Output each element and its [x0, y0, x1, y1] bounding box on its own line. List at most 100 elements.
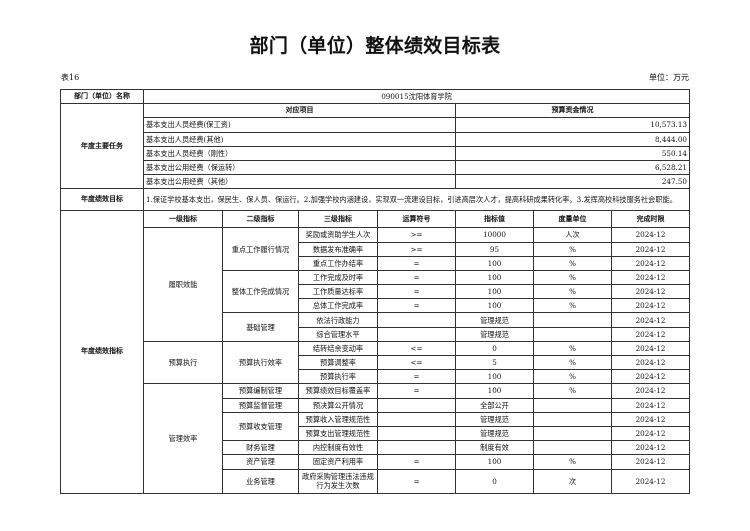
level2-indicator: 预算执行效率	[222, 340, 299, 385]
indicator-row: 预算调整率 <= 5% 2024-12	[61, 354, 690, 371]
measure-unit: %	[533, 454, 612, 470]
operator	[377, 425, 456, 442]
level2-indicator: 重点工作履行情况	[222, 227, 299, 271]
deadline: 2024-12	[611, 284, 690, 300]
task-item: 基本支出人员经费(其他)	[143, 131, 456, 147]
level1-indicator: 预算执行	[143, 340, 223, 385]
dept-row: 部门（单位）名称 090015沈阳体育学院	[60, 88, 690, 105]
deadline: 2024-12	[611, 440, 690, 456]
level1-indicator: 履职效能	[143, 227, 223, 342]
indicator-column-header: 三级指标	[298, 210, 378, 229]
level3-indicator: 综合管理水平	[298, 326, 378, 342]
deadline: 2024-12	[611, 326, 690, 342]
task-row: 基本支出公用经费（其他） 247.50	[61, 174, 690, 190]
operator: =	[377, 468, 456, 494]
indicator-value: 100	[455, 269, 534, 286]
task-amount: 247.50	[455, 174, 690, 190]
operator	[377, 326, 456, 342]
task-row: 基本支出人员经费（刚性） 550.14	[61, 145, 690, 161]
indicator-column-header: 度量单位	[533, 210, 612, 229]
indicator-value: 管理规范	[455, 425, 534, 442]
level3-indicator: 预算调整率	[298, 354, 378, 371]
indicator-value: 管理规范	[455, 326, 534, 342]
measure-unit	[533, 411, 612, 427]
task-row: 基本支出人员经费(保工资) 10,573.13	[61, 117, 690, 133]
level3-indicator: 数据发布准确率	[298, 241, 378, 257]
operator	[377, 312, 456, 328]
operator: <=	[377, 340, 456, 357]
task-item: 基本支出人员经费（刚性）	[143, 145, 456, 161]
task-row: 基本支出人员经费(其他) 8,444.00	[61, 131, 690, 147]
dept-name: 090015沈阳体育学院	[143, 88, 690, 105]
measure-unit: %	[533, 241, 612, 257]
task-item: 基本支出公用经费（其他）	[143, 174, 456, 190]
col-budget-header: 预算资金情况	[455, 103, 690, 119]
level3-indicator: 预决算公开情况	[298, 397, 378, 413]
operator: =	[377, 284, 456, 300]
measure-unit	[533, 312, 612, 328]
measure-unit: %	[533, 383, 612, 399]
level2-indicator: 财务管理	[222, 440, 299, 456]
table-number: 表16	[61, 73, 80, 82]
level3-indicator: 预算支出管理规范性	[298, 425, 378, 442]
operator: >=	[377, 227, 456, 243]
level3-indicator: 固定资产利用率	[298, 454, 378, 470]
task-item: 基本支出公用经费（保运转）	[143, 159, 456, 176]
operator: =	[377, 454, 456, 470]
deadline: 2024-12	[611, 397, 690, 413]
dept-label: 部门（单位）名称	[60, 88, 144, 105]
deadline: 2024-12	[611, 312, 690, 328]
col-item-header: 对应项目	[143, 103, 456, 119]
level2-indicator: 预算监督管理	[222, 397, 299, 413]
level2-indicator: 资产管理	[222, 454, 299, 470]
measure-unit	[533, 425, 612, 442]
indicator-value: 10000	[455, 227, 534, 243]
indicator-header-row: 年度绩效指标 一级指标 二级指标 三级指标 运算符号 指标值 度量单位 完成时限	[60, 210, 690, 494]
level3-indicator: 预算绩效目标覆盖率	[298, 383, 378, 399]
indicator-row: 工作质量达标率 = 100% 2024-12	[61, 284, 690, 300]
unit-label: 单位：万元	[649, 73, 689, 82]
indicator-column-header: 完成时限	[611, 210, 690, 229]
level3-indicator: 预算收入管理规范性	[298, 411, 378, 427]
level3-indicator: 工作完成及时率	[298, 269, 378, 286]
operator: <=	[377, 354, 456, 371]
indicator-value: 100	[455, 255, 534, 271]
operator	[377, 411, 456, 427]
goal-text: 1.保证学校基本支出，保民生、保人员、保运行。2.加强学校内涵建设，实现双一流建…	[143, 188, 690, 212]
goal-row: 年度绩效目标 1.保证学校基本支出，保民生、保人员、保运行。2.加强学校内涵建设，…	[60, 188, 690, 212]
operator	[377, 440, 456, 456]
measure-unit: %	[533, 369, 612, 385]
task-item: 基本支出人员经费(保工资)	[143, 117, 456, 133]
level3-indicator: 依法行政能力	[298, 312, 378, 328]
indicator-row: 总体工作完成率 = 100% 2024-12	[61, 298, 690, 314]
deadline: 2024-12	[611, 227, 690, 243]
level3-indicator: 内控制度有效性	[298, 440, 378, 456]
indicator-value: 100	[455, 454, 534, 470]
level2-indicator: 预算编制管理	[222, 383, 299, 399]
indicator-row: 数据发布准确率 >= 95% 2024-12	[61, 241, 690, 257]
indicator-row: 预算执行 预算执行效率 结转结余变动率 <= 0% 2024-12	[61, 340, 690, 385]
indicator-value: 全部公开	[455, 397, 534, 413]
indicator-row: 业务管理 政府采购管理违法违规行为发生次数 = 0 次 2024-12	[61, 468, 690, 494]
indicator-value: 管理规范	[455, 312, 534, 328]
task-amount: 6,528.21	[455, 159, 690, 176]
indicator-column-header: 运算符号	[377, 210, 456, 229]
measure-unit	[533, 326, 612, 342]
measure-unit: %	[533, 269, 612, 286]
operator: >=	[377, 241, 456, 257]
tasks-label: 年度主要任务	[60, 103, 144, 190]
task-row: 基本支出公用经费（保运转） 6,528.21	[61, 159, 690, 176]
deadline: 2024-12	[611, 468, 690, 494]
deadline: 2024-12	[611, 425, 690, 442]
indicator-column-header: 指标值	[455, 210, 534, 229]
indicator-row: 预算监督管理 预决算公开情况 全部公开 2024-12	[61, 397, 690, 413]
measure-unit: 次	[533, 468, 612, 494]
deadline: 2024-12	[611, 241, 690, 257]
deadline: 2024-12	[611, 269, 690, 286]
task-amount: 8,444.00	[455, 131, 690, 147]
indicator-value: 制度有效	[455, 440, 534, 456]
indicators-label: 年度绩效指标	[60, 210, 144, 494]
level3-indicator: 预算执行率	[298, 369, 378, 385]
indicator-value: 95	[455, 241, 534, 257]
indicator-value: 0	[455, 340, 534, 357]
